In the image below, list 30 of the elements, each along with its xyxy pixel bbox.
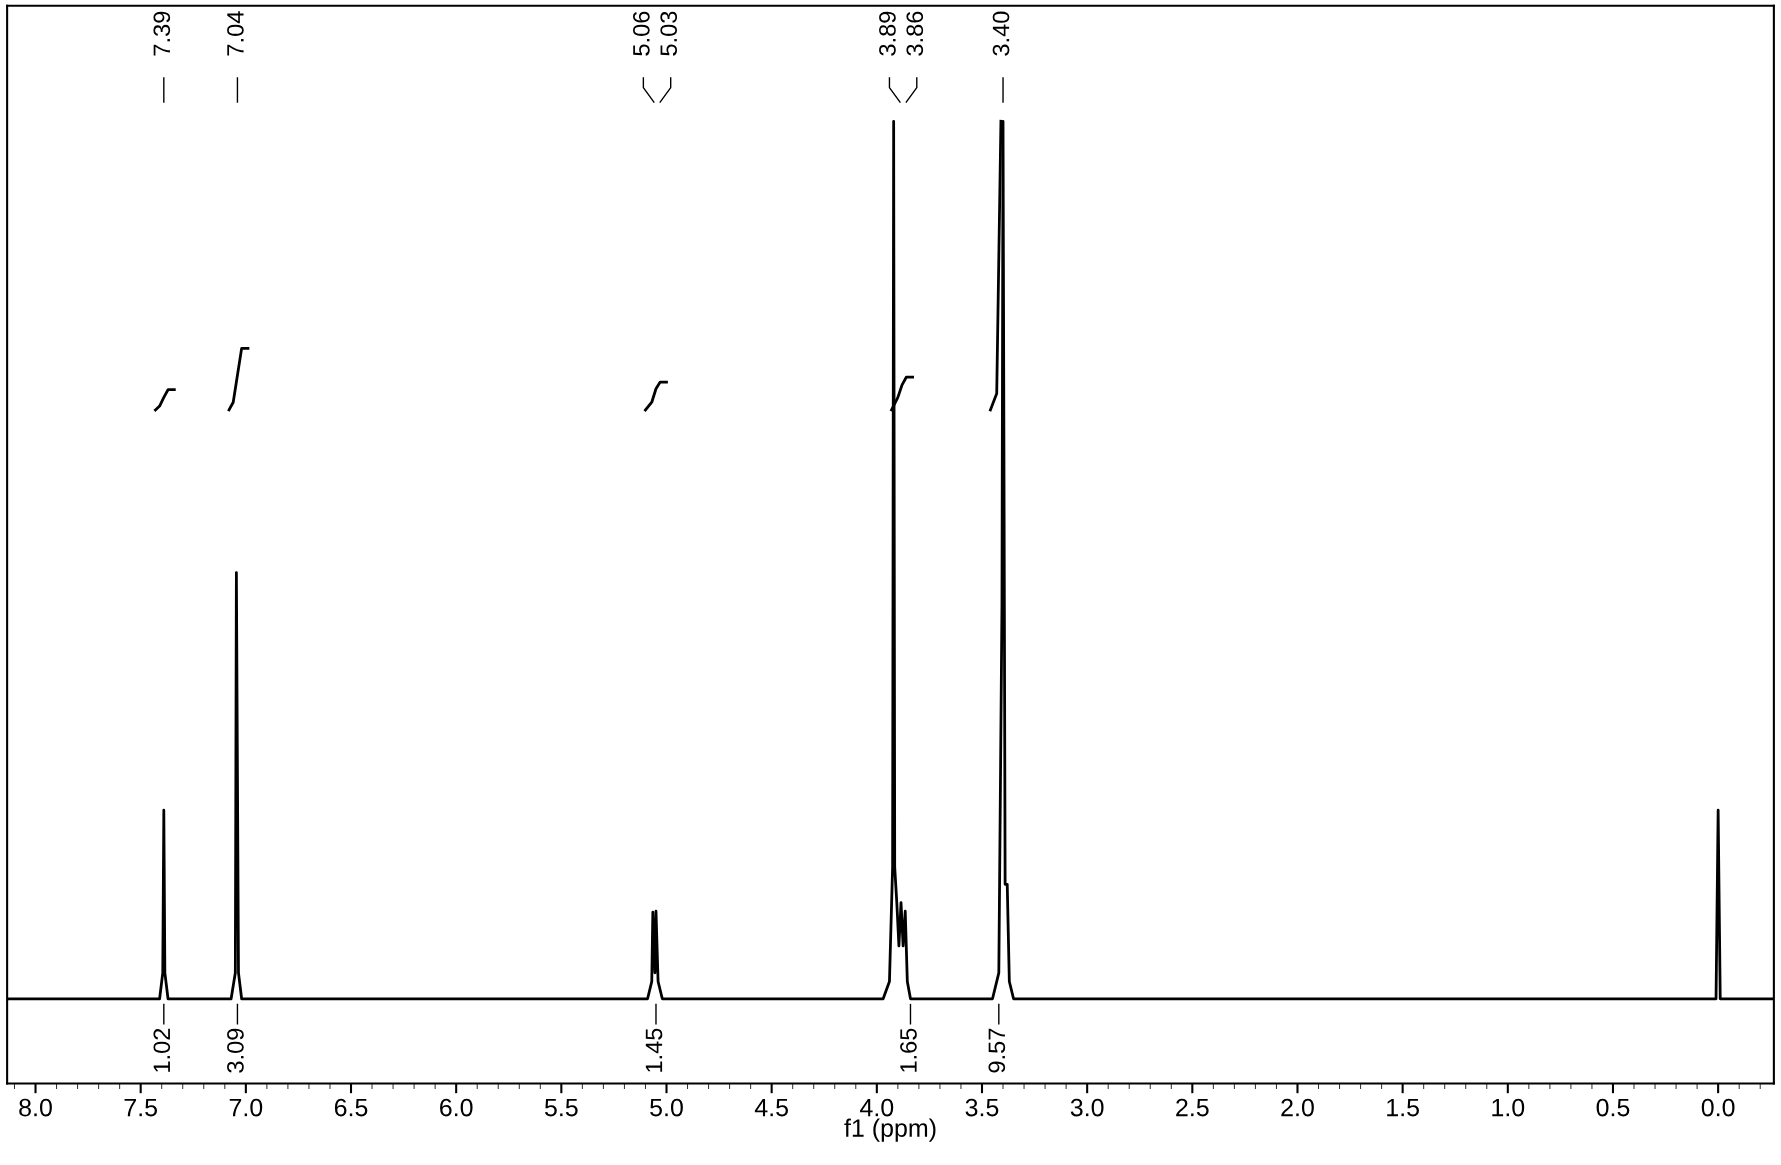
annotation: 9.57 (988, 1028, 1006, 1073)
x-tick-label: 8.0 (19, 1098, 52, 1117)
annotation: 1.02 (153, 1028, 171, 1072)
x-tick-label: 0.0 (1701, 1098, 1735, 1117)
x-tick-label: 4.5 (754, 1098, 788, 1117)
annotation: 5.03 (660, 11, 678, 56)
x-tick-label: 3.0 (1070, 1098, 1104, 1117)
annotation: 1.45 (645, 1028, 663, 1072)
x-tick-label: 2.0 (1281, 1098, 1314, 1117)
annotation: 3.86 (906, 11, 924, 56)
x-tick-label: 0.5 (1596, 1098, 1630, 1117)
annotation: 7.04 (227, 11, 244, 56)
x-tick-label: 5.5 (544, 1098, 578, 1117)
x-tick-label: 3.5 (965, 1098, 999, 1117)
x-tick-label: 7.5 (124, 1098, 158, 1117)
x-tick-label: 6.5 (334, 1098, 368, 1117)
x-axis-title: f1 (ppm) (844, 1118, 936, 1142)
annotation: 7.39 (153, 11, 171, 56)
annotation: 3.89 (879, 11, 896, 56)
x-tick-label: 2.5 (1176, 1098, 1209, 1117)
x-tick-label: 6.0 (440, 1098, 473, 1117)
x-tick-label: 1.0 (1492, 1098, 1525, 1117)
annotation: 3.40 (992, 11, 1010, 56)
x-tick-label: 5.0 (650, 1098, 683, 1117)
annotation: 5.06 (632, 11, 650, 56)
annotation: 3.09 (227, 1028, 244, 1073)
x-tick-label: 4.0 (860, 1098, 894, 1117)
x-tick-label: 1.5 (1387, 1098, 1419, 1117)
annotation: 1.65 (900, 1028, 917, 1072)
x-tick-label: 7.0 (229, 1098, 263, 1117)
